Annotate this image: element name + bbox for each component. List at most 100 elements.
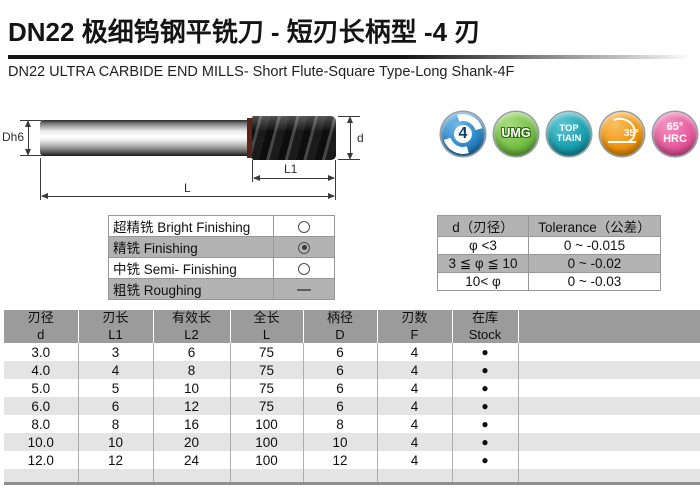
spec-cell: 4 xyxy=(377,397,453,415)
tolerance-cell: 10< φ xyxy=(437,272,529,291)
finishing-mark xyxy=(273,257,335,279)
spec-cell: 12.0 xyxy=(4,451,79,469)
spec-cell: 75 xyxy=(230,397,304,415)
spec-header-cell: 在库 Stock xyxy=(452,310,519,343)
spec-cell: 4 xyxy=(377,451,453,469)
finishing-label: 超精铣 Bright Finishing xyxy=(108,215,274,237)
spec-header-zh: 在库 xyxy=(471,310,498,326)
spec-cell: 10 xyxy=(78,433,154,451)
dim-tick xyxy=(20,120,42,121)
stock-cell: ● xyxy=(452,379,519,397)
badge-flute-count: 4 xyxy=(435,106,491,162)
spec-row: 4.0 4 8 75 6 4 ● xyxy=(4,361,700,379)
swirl-center xyxy=(454,125,472,143)
finishing-row: 粗铣 Roughing xyxy=(108,278,335,300)
dim-extension xyxy=(335,160,336,200)
spec-cell: 6 xyxy=(303,379,378,397)
spec-table-section: 刃径 d 刃长 L1 有效长 L2 全长 L 柄径 D 刃数 F 在库 Stock 3.0 3 6 75 6 4 ● 4… xyxy=(4,310,700,485)
spec-cell: 4 xyxy=(377,379,453,397)
cut-dia-label: d xyxy=(357,131,364,145)
spec-cell xyxy=(518,433,700,451)
spec-spacer-cell xyxy=(518,469,700,482)
dim-tick xyxy=(20,155,42,156)
tolerance-row: 3 ≦ φ ≦ 10 0 ~ -0.02 xyxy=(437,254,661,273)
spec-cell: 6 xyxy=(303,397,378,415)
spec-cell: 75 xyxy=(230,379,304,397)
finishing-mark xyxy=(273,278,335,300)
spec-header-cell xyxy=(518,310,700,343)
tolerance-cell: 3 ≦ φ ≦ 10 xyxy=(437,254,529,273)
spec-cell: 6 xyxy=(303,343,378,361)
spec-row: 12.0 12 24 100 12 4 ● xyxy=(4,451,700,469)
finishing-label: 粗铣 Roughing xyxy=(108,278,274,300)
finishing-label: 中铣 Semi- Finishing xyxy=(108,257,274,279)
badge-label: 65° xyxy=(666,121,684,134)
spec-header-row: 刃径 d 刃长 L1 有效长 L2 全长 L 柄径 D 刃数 F 在库 Stock xyxy=(4,310,700,343)
arrow-right-icon xyxy=(328,193,335,199)
stock-cell: ● xyxy=(452,451,519,469)
badge-label: UMG xyxy=(501,126,531,141)
flute-length-label: L1 xyxy=(284,162,298,176)
arrow-left-icon xyxy=(253,175,260,181)
spec-header-zh: 刃径 xyxy=(27,310,54,326)
finishing-label: 精铣 Finishing xyxy=(108,236,274,258)
spec-spacer-cell xyxy=(303,469,378,482)
finishing-row: 超精铣 Bright Finishing xyxy=(108,215,335,237)
tolerance-header-cell: d（刃径） xyxy=(437,215,529,237)
spec-header-en: F xyxy=(410,326,419,342)
spec-header-en: Stock xyxy=(468,326,502,342)
circle-mark-icon xyxy=(298,262,310,275)
arrow-up-icon xyxy=(347,116,353,123)
spec-cell: 6 xyxy=(303,361,378,379)
spec-header-zh: 全长 xyxy=(253,310,280,326)
spec-header-cell: 全长 L xyxy=(230,310,304,343)
badge-umg: UMG xyxy=(494,112,538,156)
tolerance-cell: 0 ~ -0.02 xyxy=(528,254,661,273)
spec-cell: 4 xyxy=(377,361,453,379)
tolerance-header-cell: Tolerance（公差） xyxy=(528,215,661,237)
spec-header-zh: 有效长 xyxy=(171,310,211,326)
spec-header-zh: 刃长 xyxy=(102,310,129,326)
stock-cell: ● xyxy=(452,415,519,433)
stock-cell: ● xyxy=(452,397,519,415)
spec-cell: 24 xyxy=(153,451,231,469)
spec-cell xyxy=(518,415,700,433)
overall-length-label: L xyxy=(184,181,191,195)
spec-cell: 3 xyxy=(78,343,154,361)
spec-spacer-cell xyxy=(4,469,79,482)
spec-header-cell: 刃长 L1 xyxy=(78,310,154,343)
tolerance-cell: 0 ~ -0.03 xyxy=(528,272,661,291)
stock-cell: ● xyxy=(452,433,519,451)
spec-cell: 8 xyxy=(153,361,231,379)
spec-header-zh: 柄径 xyxy=(326,310,353,326)
spec-row: 8.0 8 16 100 8 4 ● xyxy=(4,415,700,433)
spec-cell: 4 xyxy=(78,361,154,379)
spec-header-en: L2 xyxy=(184,326,199,342)
spec-spacer-row xyxy=(4,469,700,482)
shank-dia-label: Dh6 xyxy=(2,130,25,144)
spec-spacer-cell xyxy=(230,469,304,482)
angle-baseline xyxy=(608,141,636,143)
spec-header-cell: 刃数 F xyxy=(377,310,453,343)
spec-cell: 16 xyxy=(153,415,231,433)
spec-header-cell: 刃径 d xyxy=(4,310,79,343)
tolerance-cell: φ <3 xyxy=(437,236,529,255)
spec-cell: 10 xyxy=(153,379,231,397)
spec-row: 3.0 3 6 75 6 4 ● xyxy=(4,343,700,361)
spec-cell: 6 xyxy=(78,397,154,415)
end-mill-neck xyxy=(247,118,253,158)
spec-cell: 20 xyxy=(153,433,231,451)
arrow-up-icon xyxy=(25,120,31,127)
dash-mark-icon xyxy=(297,288,311,291)
spec-cell: 12 xyxy=(78,451,154,469)
spec-cell: 3.0 xyxy=(4,343,79,361)
spec-table: 刃径 d 刃长 L1 有效长 L2 全长 L 柄径 D 刃数 F 在库 Stock 3.0 3 6 75 6 4 ● 4… xyxy=(4,310,700,482)
dim-line-overall-length xyxy=(42,196,334,197)
feature-badges: 4 UMG TOP TIAIN 35° 65° HRC xyxy=(435,106,697,162)
badge-label: TIAIN xyxy=(556,133,582,144)
dim-extension xyxy=(252,160,253,182)
spec-cell: 100 xyxy=(230,415,304,433)
finishing-mark xyxy=(273,215,335,237)
